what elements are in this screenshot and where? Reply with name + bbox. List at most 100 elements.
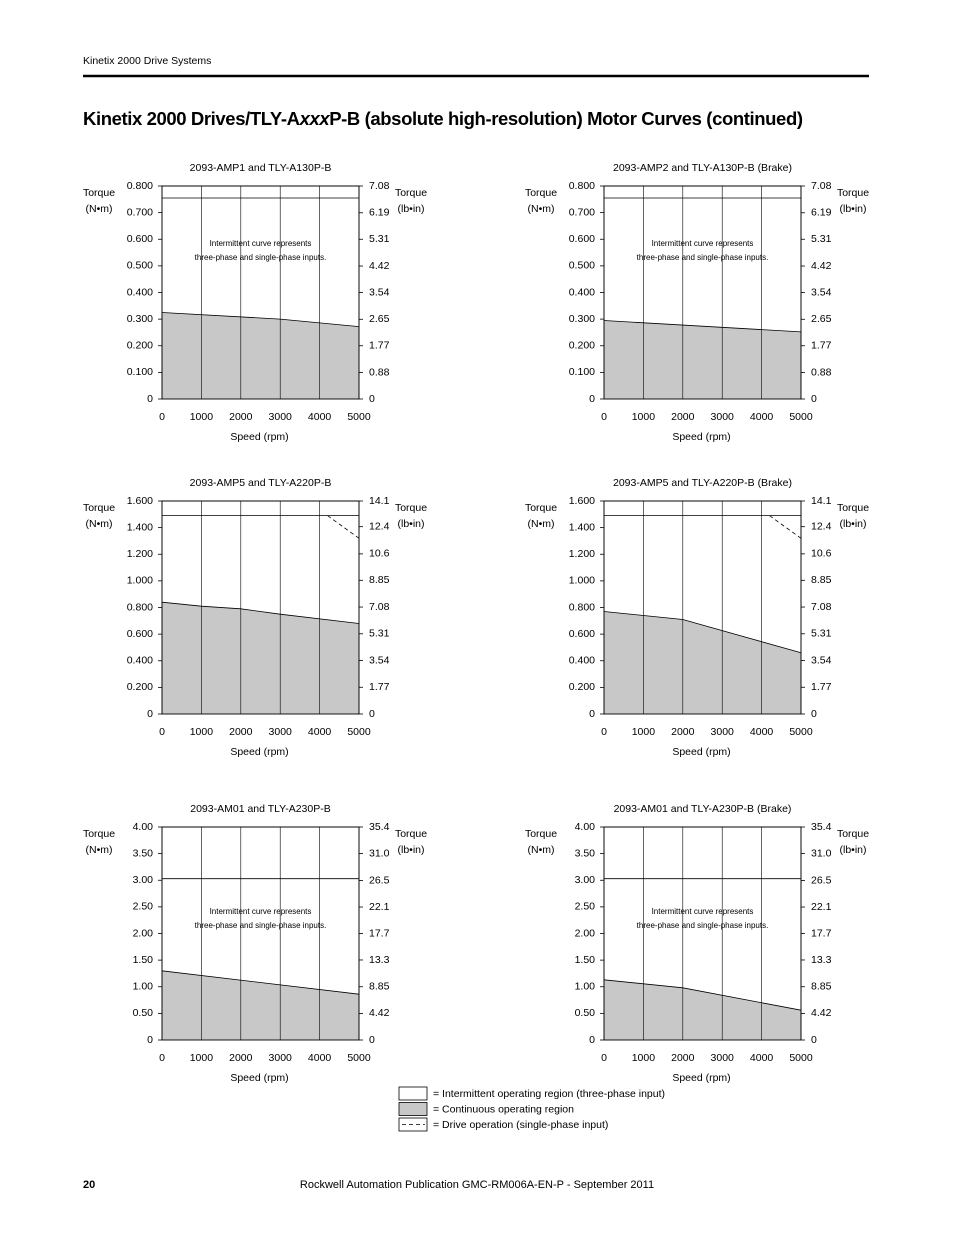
y2-axis-title: Torque [837,828,869,840]
y-tick-label: 1.000 [569,575,595,587]
x-tick-label: 5000 [347,411,371,423]
legend-label: = Drive operation (single-phase input) [433,1119,608,1131]
y2-tick-label: 10.6 [369,548,390,560]
y2-tick-label: 14.1 [811,495,832,507]
y-tick-label: 1.600 [569,495,595,507]
y2-tick-label: 3.54 [369,286,390,298]
y-tick-label: 1.600 [127,495,153,507]
y-tick-label: 0.800 [127,180,153,192]
annotation: three-phase and single-phase inputs. [195,253,327,262]
y2-tick-label: 0 [811,708,817,720]
y-tick-label: 0.200 [127,340,153,352]
y2-tick-label: 4.42 [369,260,390,272]
x-tick-label: 1000 [190,726,214,738]
y-tick-label: 4.00 [133,821,154,833]
chart-title: 2093-AMP1 and TLY-A130P-B [190,162,332,174]
y2-tick-label: 26.5 [369,874,390,886]
x-tick-label: 5000 [347,726,371,738]
continuous-curve [161,970,360,995]
y2-tick-label: 7.08 [811,180,832,192]
y-axis-title: Torque [83,828,115,840]
page-number: 20 [83,1179,95,1191]
annotation: three-phase and single-phase inputs. [195,921,327,930]
y2-axis-title: Torque [395,828,427,840]
y-tick-label: 0.100 [569,366,595,378]
y2-axis-title: Torque [837,187,869,199]
annotation: Intermittent curve represents [652,239,754,248]
x-tick-label: 1000 [190,411,214,423]
y2-tick-label: 0 [811,393,817,405]
y2-tick-label: 1.77 [369,681,390,693]
y2-tick-label: 35.4 [811,821,832,833]
y-axis-title: Torque [83,187,115,199]
y-tick-label: 1.00 [133,981,154,993]
y-tick-label: 0.400 [127,655,153,667]
x-tick-label: 0 [601,411,607,423]
y2-tick-label: 7.08 [369,180,390,192]
y2-tick-label: 1.77 [811,681,832,693]
annotation: three-phase and single-phase inputs. [637,253,769,262]
plot-frame [603,500,802,715]
plot-frame [603,185,802,400]
y2-axis-title: Torque [395,187,427,199]
x-tick-label: 2000 [229,726,253,738]
plot-frame [161,500,360,715]
x-tick-label: 3000 [269,726,293,738]
y-tick-label: 0.50 [575,1007,596,1019]
annotation: Intermittent curve represents [210,239,312,248]
continuous-region [604,611,801,714]
y-tick-label: 0.700 [569,206,595,218]
y-tick-label: 0 [589,1034,595,1046]
y2-tick-label: 0.88 [811,366,832,378]
y-axis-title: Torque [525,502,557,514]
single-phase-curve [769,515,802,539]
y-axis-title: Torque [83,502,115,514]
y2-tick-label: 5.31 [811,628,832,640]
publication: Rockwell Automation Publication GMC-RM00… [300,1179,654,1191]
y-tick-label: 3.00 [133,874,154,886]
y2-tick-label: 0.88 [369,366,390,378]
y2-tick-label: 6.19 [369,207,390,219]
running-header: Kinetix 2000 Drive Systems [83,55,211,67]
y-tick-label: 0.400 [127,286,153,298]
y-tick-label: 4.00 [575,821,596,833]
legend-swatch [398,1102,428,1116]
x-tick-label: 3000 [711,726,735,738]
y-axis-title: (N•m) [86,518,113,530]
x-tick-label: 4000 [750,1052,774,1064]
y-tick-label: 0.800 [569,601,595,613]
y2-tick-label: 8.85 [811,574,832,586]
x-tick-label: 0 [159,726,165,738]
chart: 2093-AMP1 and TLY-A130P-B Torque (N•m) Torq… [83,162,427,443]
continuous-curve [603,320,802,333]
continuous-region [162,312,359,399]
x-tick-label: 2000 [229,1052,253,1064]
chart: 2093-AMP2 and TLY-A130P-B (Brake) Torque (… [525,162,869,443]
x-tick-label: 0 [159,1052,165,1064]
x-tick-label: 2000 [229,411,253,423]
chart-title: 2093-AMP2 and TLY-A130P-B (Brake) [613,162,792,174]
y2-tick-label: 0 [369,393,375,405]
continuous-region [162,602,359,714]
y-tick-label: 0 [147,1034,153,1046]
y-tick-label: 0.600 [569,233,595,245]
x-tick-label: 0 [159,411,165,423]
y2-tick-label: 13.3 [811,954,832,966]
annotation: three-phase and single-phase inputs. [637,921,769,930]
x-tick-label: 2000 [671,411,695,423]
x-tick-label: 4000 [308,726,332,738]
x-tick-label: 1000 [632,411,656,423]
page-title: Kinetix 2000 Drives/TLY-AxxxP-B (absolut… [83,108,803,129]
y-axis-title: (N•m) [528,203,555,215]
y2-axis-title: (lb•in) [839,203,866,215]
y-tick-label: 0.800 [569,180,595,192]
y2-tick-label: 17.7 [369,927,390,939]
x-tick-label: 2000 [671,726,695,738]
y-tick-label: 0.300 [569,313,595,325]
y2-tick-label: 17.7 [811,927,832,939]
y2-tick-label: 22.1 [369,901,390,913]
chart-title: 2093-AM01 and TLY-A230P-B [190,803,330,815]
y-tick-label: 1.50 [575,954,596,966]
x-tick-label: 2000 [671,1052,695,1064]
